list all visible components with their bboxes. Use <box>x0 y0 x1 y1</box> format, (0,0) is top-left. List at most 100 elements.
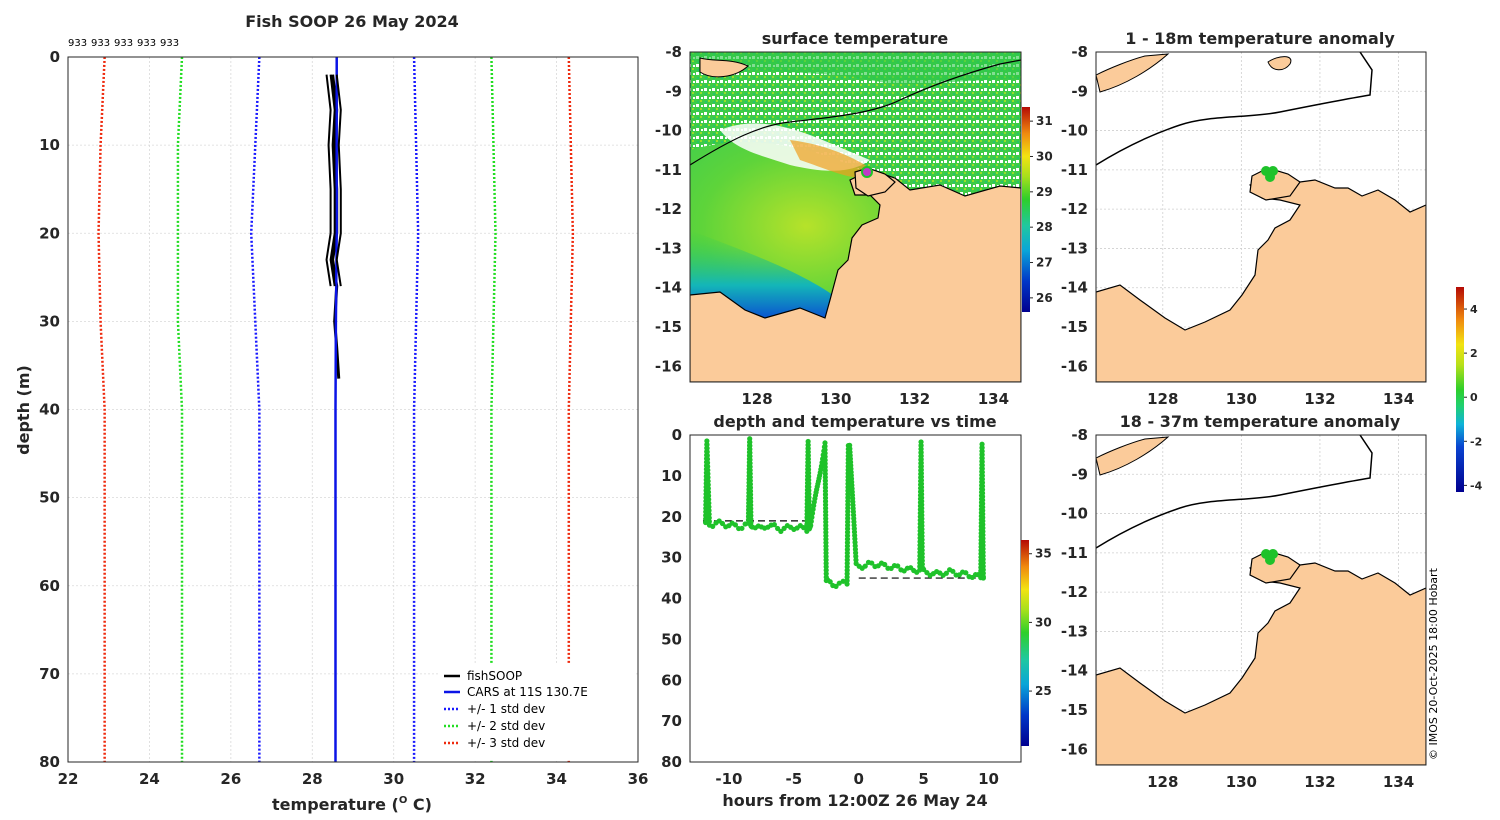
y-tick-label: 10 <box>661 467 682 485</box>
std-dev-line-upper <box>567 56 575 762</box>
depth-sample-point <box>809 514 815 520</box>
legend-label: +/- 1 std dev <box>467 702 545 716</box>
depth-time-title: depth and temperature vs time <box>713 412 996 431</box>
y-tick-label: 50 <box>39 489 60 507</box>
colorbar-tick-label: 35 <box>1035 547 1052 561</box>
x-tick-label: -10 <box>715 770 742 788</box>
depth-sample-point <box>980 575 986 581</box>
anomaly-1-18m-map: 1 - 18m temperature anomaly 128 130 132 134… <box>1061 29 1427 408</box>
depth-sample-point <box>704 456 711 462</box>
depth-sample-point <box>827 579 833 585</box>
depth-sample-point <box>705 463 711 470</box>
sst-isobath <box>690 59 1021 166</box>
x-tick-label: 32 <box>465 770 486 788</box>
x-tick-label: 34 <box>546 770 567 788</box>
depth-sample-point <box>706 518 712 525</box>
x-tick-label: 28 <box>302 770 323 788</box>
depth-time-axes-box <box>689 434 1022 763</box>
std-dev-line-lower <box>249 56 261 762</box>
sst-tick-labels: 128 130 132 134 -8 -9 -10 -11 -12 -13 -14 -15 -16 <box>655 43 1009 408</box>
fishsoop-profile-line <box>325 74 332 287</box>
anomaly2-title: 18 - 37m temperature anomaly <box>1120 412 1401 431</box>
depth-sample-point <box>732 522 739 528</box>
depth-sample-point <box>921 566 927 573</box>
std-dev-line-upper <box>412 56 420 762</box>
profile-top-labels: 933 933 933 933 933 <box>68 38 179 49</box>
x-tick-label: 5 <box>918 770 928 788</box>
anomaly1-markers <box>1261 166 1278 182</box>
colorbar-tick-label: -4 <box>1470 479 1483 492</box>
anomaly1-isobath <box>1096 52 1373 166</box>
top-label: 933 <box>160 38 179 49</box>
anomaly2-north-island <box>1096 436 1170 476</box>
anomaly2-markers <box>1261 549 1278 565</box>
y-tick-label: -13 <box>1061 239 1088 257</box>
depth-sample-point <box>808 518 814 524</box>
profile-title: Fish SOOP 26 May 2024 <box>245 12 459 31</box>
x-tick-label: 26 <box>220 770 241 788</box>
depth-sample-point <box>706 496 712 503</box>
depth-sample-point <box>778 528 784 535</box>
depth-time-xlabel: hours from 12:00Z 26 May 24 <box>722 791 987 810</box>
depth-sample-point <box>739 525 745 531</box>
std-dev-line-upper <box>490 56 497 762</box>
x-tick-label: 130 <box>820 390 851 408</box>
colorbar-tick-label: 0 <box>1470 391 1478 404</box>
top-label: 933 <box>68 38 87 49</box>
x-tick-label: 36 <box>628 770 649 788</box>
y-tick-label: 60 <box>39 577 60 595</box>
top-label: 933 <box>91 38 110 49</box>
x-tick-label: 134 <box>1383 390 1414 408</box>
y-tick-label: 20 <box>39 224 60 242</box>
depth-sample-point <box>704 445 710 451</box>
legend-label: CARS at 11S 130.7E <box>467 685 588 699</box>
colorbar-tick-label: 2 <box>1470 347 1478 360</box>
colorbar-tick-label: 30 <box>1035 615 1052 629</box>
depth-sample-point <box>882 561 888 568</box>
cars-climatology-line <box>334 57 338 762</box>
fishsoop-profile-line <box>329 74 336 287</box>
x-tick-label: -5 <box>786 770 803 788</box>
anomaly-marker <box>1265 555 1275 565</box>
profile-legend: fishSOOP CARS at 11S 130.7E +/- 1 std de… <box>440 664 636 760</box>
anomaly1-small-island <box>1267 56 1292 71</box>
x-tick-label: 10 <box>978 770 999 788</box>
depth-sample-point <box>704 438 710 444</box>
depth-sample-point <box>963 570 969 576</box>
y-tick-label: -15 <box>1061 701 1088 719</box>
y-tick-label: 20 <box>661 508 682 526</box>
y-tick-label: -12 <box>1061 583 1088 601</box>
y-tick-label: -16 <box>655 357 682 375</box>
depth-sample-point <box>809 510 816 516</box>
y-tick-label: -11 <box>1061 544 1088 562</box>
surface-temperature-map: surface temperature 128 130 132 134 -8 -9 -10 -… <box>655 29 1053 408</box>
x-tick-label: 132 <box>899 390 930 408</box>
y-tick-label: -10 <box>1061 505 1088 523</box>
sst-warm-patch <box>790 140 880 179</box>
depth-sample-point <box>895 563 901 569</box>
colorbar-tick-label: 31 <box>1036 114 1053 128</box>
y-tick-label: 10 <box>39 136 60 154</box>
depth-sample-point <box>710 523 716 529</box>
std-dev-line-lower <box>176 56 184 762</box>
x-tick-label: 128 <box>741 390 772 408</box>
y-tick-label: -12 <box>1061 200 1088 218</box>
colorbar-tick-label: -2 <box>1470 435 1482 448</box>
legend-box <box>440 664 636 760</box>
y-tick-label: -14 <box>1061 662 1088 680</box>
anomaly2-tick-labels: 128 130 132 134 -8 -9 -10 -11 -12 -13 -14 -15 -16 <box>1061 426 1414 791</box>
colorbar-tick-label: 25 <box>1035 684 1052 698</box>
anomaly1-axes-box <box>1095 51 1427 383</box>
depth-sample-point <box>705 471 711 477</box>
colorbar-tick-label: 26 <box>1036 291 1053 305</box>
y-tick-label: 0 <box>50 48 60 66</box>
y-tick-label: 30 <box>39 312 60 330</box>
y-tick-label: -12 <box>655 200 682 218</box>
y-tick-label: 60 <box>661 671 682 689</box>
y-tick-label: -9 <box>665 82 682 100</box>
legend-label: +/- 3 std dev <box>467 736 545 750</box>
anomaly2-axes-box <box>1095 434 1427 766</box>
depth-time-plot <box>702 436 986 589</box>
top-label: 933 <box>114 38 133 49</box>
